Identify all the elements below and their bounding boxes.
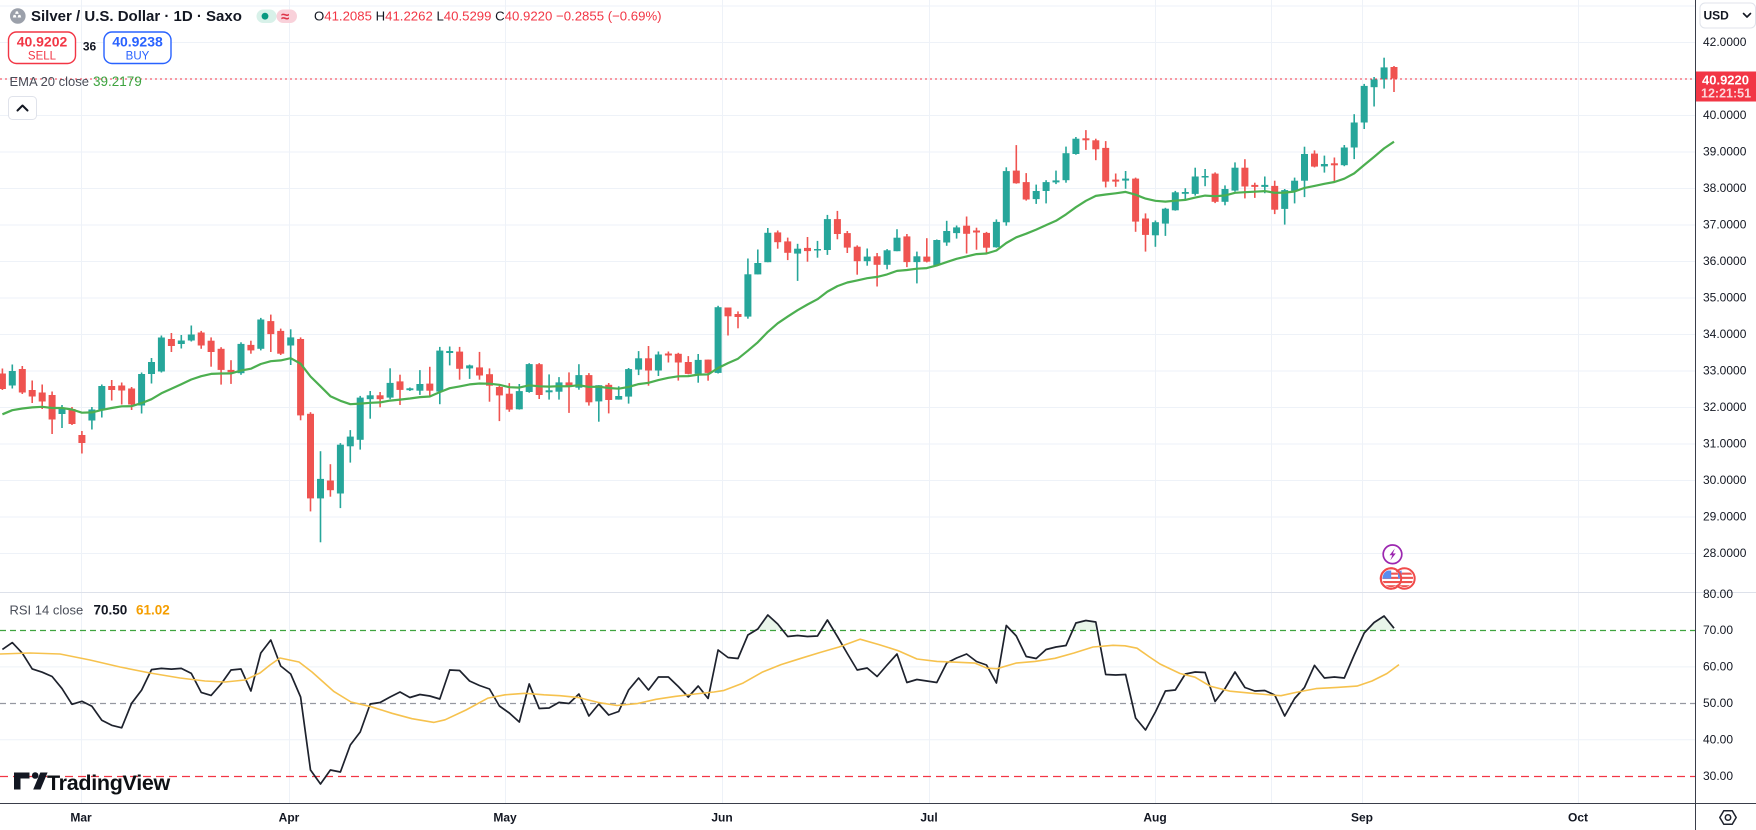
svg-text:70.00: 70.00	[1703, 623, 1733, 637]
svg-text:38.0000: 38.0000	[1703, 181, 1747, 195]
svg-text:39.0000: 39.0000	[1703, 145, 1747, 159]
svg-text:SELL: SELL	[28, 51, 57, 63]
svg-text:35.0000: 35.0000	[1703, 291, 1747, 305]
svg-text:30.0000: 30.0000	[1703, 473, 1747, 487]
svg-text:36: 36	[83, 40, 97, 54]
svg-text:40.9202: 40.9202	[17, 34, 68, 50]
svg-text:37.0000: 37.0000	[1703, 218, 1747, 232]
svg-text:40.0000: 40.0000	[1703, 108, 1747, 122]
svg-text:34.0000: 34.0000	[1703, 327, 1747, 341]
svg-text:USD: USD	[1704, 9, 1730, 23]
svg-text:36.0000: 36.0000	[1703, 254, 1747, 268]
svg-text:Apr: Apr	[279, 811, 300, 825]
svg-text:12:21:51: 12:21:51	[1701, 87, 1751, 101]
svg-text:60.00: 60.00	[1703, 660, 1733, 674]
svg-text:61.02: 61.02	[136, 603, 170, 618]
svg-text:May: May	[493, 811, 517, 825]
svg-text:28.0000: 28.0000	[1703, 546, 1747, 560]
svg-text:Jun: Jun	[711, 811, 732, 825]
svg-text:Oct: Oct	[1568, 811, 1588, 825]
svg-text:40.9220: 40.9220	[1702, 73, 1749, 88]
svg-text:30.00: 30.00	[1703, 769, 1733, 783]
svg-text:TradingView: TradingView	[47, 771, 171, 795]
svg-text:Aug: Aug	[1143, 811, 1166, 825]
svg-text:Mar: Mar	[70, 811, 92, 825]
svg-text:BUY: BUY	[126, 51, 150, 63]
svg-text:40.00: 40.00	[1703, 732, 1733, 746]
svg-text:EMA 20 close: EMA 20 close	[10, 74, 90, 89]
svg-text:Silver / U.S. Dollar · 1D · Sa: Silver / U.S. Dollar · 1D · Saxo	[31, 8, 242, 25]
svg-text:40.9238: 40.9238	[112, 34, 163, 50]
svg-text:42.0000: 42.0000	[1703, 35, 1747, 49]
svg-text:RSI 14 close: RSI 14 close	[10, 603, 84, 618]
svg-text:39.2179: 39.2179	[93, 74, 142, 89]
svg-text:50.00: 50.00	[1703, 696, 1733, 710]
svg-text:80.00: 80.00	[1703, 587, 1733, 601]
svg-text:70.50: 70.50	[94, 603, 128, 618]
svg-text:O41.2085 H41.2262 L40.5299 C40: O41.2085 H41.2262 L40.5299 C40.9220 −0.2…	[314, 9, 662, 24]
svg-text:31.0000: 31.0000	[1703, 437, 1747, 451]
svg-text:Jul: Jul	[920, 811, 937, 825]
svg-text:29.0000: 29.0000	[1703, 510, 1747, 524]
svg-text:Sep: Sep	[1351, 811, 1373, 825]
svg-text:≈: ≈	[281, 9, 289, 26]
svg-text:33.0000: 33.0000	[1703, 364, 1747, 378]
svg-text:32.0000: 32.0000	[1703, 400, 1747, 414]
